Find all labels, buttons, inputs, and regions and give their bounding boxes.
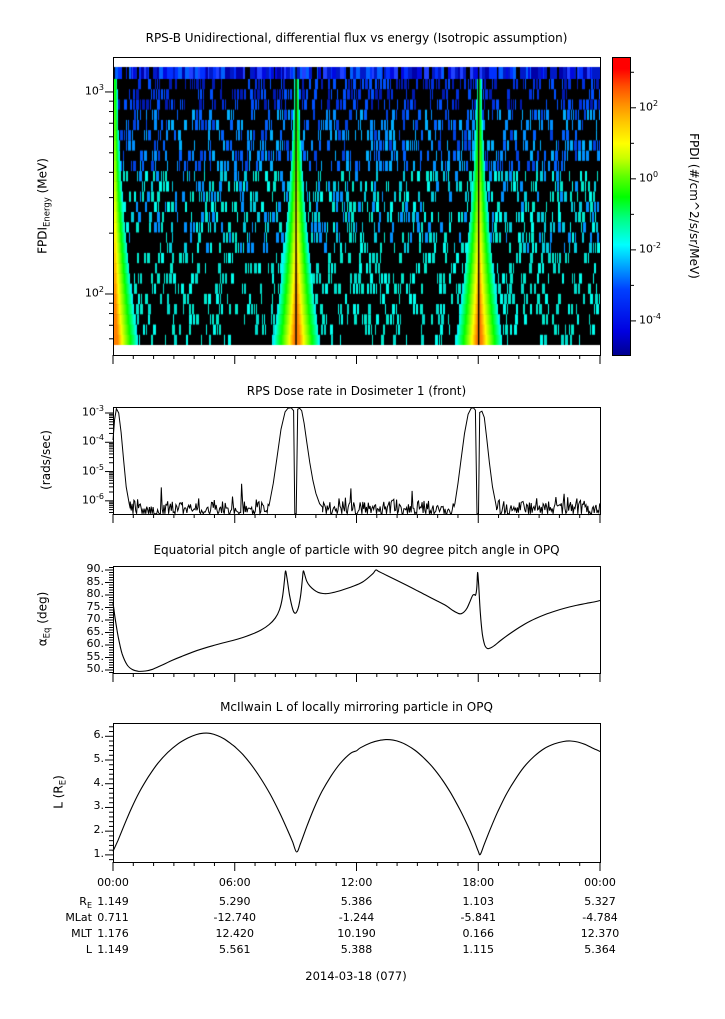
eph-value-2-1: 12.420 xyxy=(215,927,255,940)
date-label: 2014-03-18 (077) xyxy=(305,969,407,983)
eph-value-2-4: 12.370 xyxy=(580,927,620,940)
p2-ytick--4: 10-4 xyxy=(82,433,104,448)
eph-value-1-2: -1.244 xyxy=(338,911,375,924)
eph-value-0-0: 1.149 xyxy=(97,895,129,908)
eph-row-label-3: L xyxy=(85,943,92,956)
p3-ytick-50: 50. xyxy=(86,662,105,675)
xtick-label-4: 00:00 xyxy=(584,876,616,889)
p3-ytick-55: 55. xyxy=(86,649,105,663)
eph-value-0-4: 5.327 xyxy=(584,895,616,908)
p2-ytick--6: 10-6 xyxy=(82,491,104,507)
panel3-ylabel: αEq (deg) xyxy=(35,591,53,647)
eph-value-3-3: 1.115 xyxy=(462,943,495,956)
eph-value-2-2: 10.190 xyxy=(337,927,376,940)
panel1-ylabel: FPDIEnergy (MeV) xyxy=(35,158,53,254)
eph-value-0-1: 5.290 xyxy=(219,895,251,908)
p3-ytick-90: 90. xyxy=(86,562,105,575)
p3-ytick-85: 85. xyxy=(86,574,105,588)
eph-value-1-3: -5.841 xyxy=(460,911,496,924)
panel4-ylabel: L (RE) xyxy=(51,775,69,809)
eph-value-1-0: 0.711 xyxy=(97,911,129,924)
p1-ytick-3: 103 xyxy=(84,82,104,98)
p2-ytick--5: 10-5 xyxy=(82,462,104,478)
xtick-label-0: 00:00 xyxy=(97,876,129,889)
p3-ytick-65: 65. xyxy=(86,624,105,638)
p4-ytick-4: 4. xyxy=(93,775,105,789)
p4-ytick-2: 2. xyxy=(93,823,105,837)
p4-ytick-6: 6. xyxy=(93,728,105,742)
p4-ytick-1: 1. xyxy=(93,846,105,860)
xtick-label-3: 18:00 xyxy=(462,876,495,889)
eph-row-label-2: MLT xyxy=(71,927,92,940)
eph-value-3-2: 5.388 xyxy=(340,943,373,956)
cb-tick-2: 102 xyxy=(639,98,659,114)
eph-value-2-3: 0.166 xyxy=(462,927,495,940)
eph-value-2-0: 1.176 xyxy=(97,927,129,940)
xtick-label-2: 12:00 xyxy=(340,876,373,889)
eph-value-1-1: -12.740 xyxy=(213,911,256,924)
colorbar-label: FPDI (#/cm^2/s/sr/MeV) xyxy=(687,133,701,279)
panel3-title: Equatorial pitch angle of particle with … xyxy=(153,543,560,557)
p2-ytick--3: 10-3 xyxy=(82,404,104,419)
cb-tick-0: 100 xyxy=(639,169,659,185)
panel1-title: RPS-B Unidirectional, differential flux … xyxy=(145,31,568,45)
p3-ytick-75: 75. xyxy=(86,599,105,613)
panel2-ylabel: (rads/sec) xyxy=(39,430,53,490)
eph-row-label-1: MLat xyxy=(65,911,92,924)
eph-value-0-2: 5.386 xyxy=(340,895,373,908)
eph-value-3-0: 1.149 xyxy=(97,943,129,956)
eph-value-3-1: 5.561 xyxy=(219,943,251,956)
p1-ytick-2: 102 xyxy=(84,284,104,300)
cb-tick--2: 10-2 xyxy=(639,240,661,256)
eph-value-3-4: 5.364 xyxy=(584,943,616,956)
p4-ytick-5: 5. xyxy=(93,752,105,765)
colorbar xyxy=(612,57,630,355)
cb-tick--4: 10-4 xyxy=(639,311,661,327)
xtick-label-1: 06:00 xyxy=(218,876,251,889)
p3-ytick-80: 80. xyxy=(86,587,105,600)
p3-ytick-70: 70. xyxy=(86,612,105,625)
p4-ytick-3: 3. xyxy=(93,799,105,813)
p3-ytick-60: 60. xyxy=(86,637,105,650)
flux-spectrogram-canvas xyxy=(113,57,600,355)
panel2-title: RPS Dose rate in Dosimeter 1 (front) xyxy=(246,384,467,398)
eph-value-1-4: -4.784 xyxy=(582,911,618,924)
panel4-title: McIlwain L of locally mirroring particle… xyxy=(220,700,493,714)
eph-row-label-0: RE xyxy=(79,895,92,911)
eph-value-0-3: 1.103 xyxy=(462,895,495,908)
